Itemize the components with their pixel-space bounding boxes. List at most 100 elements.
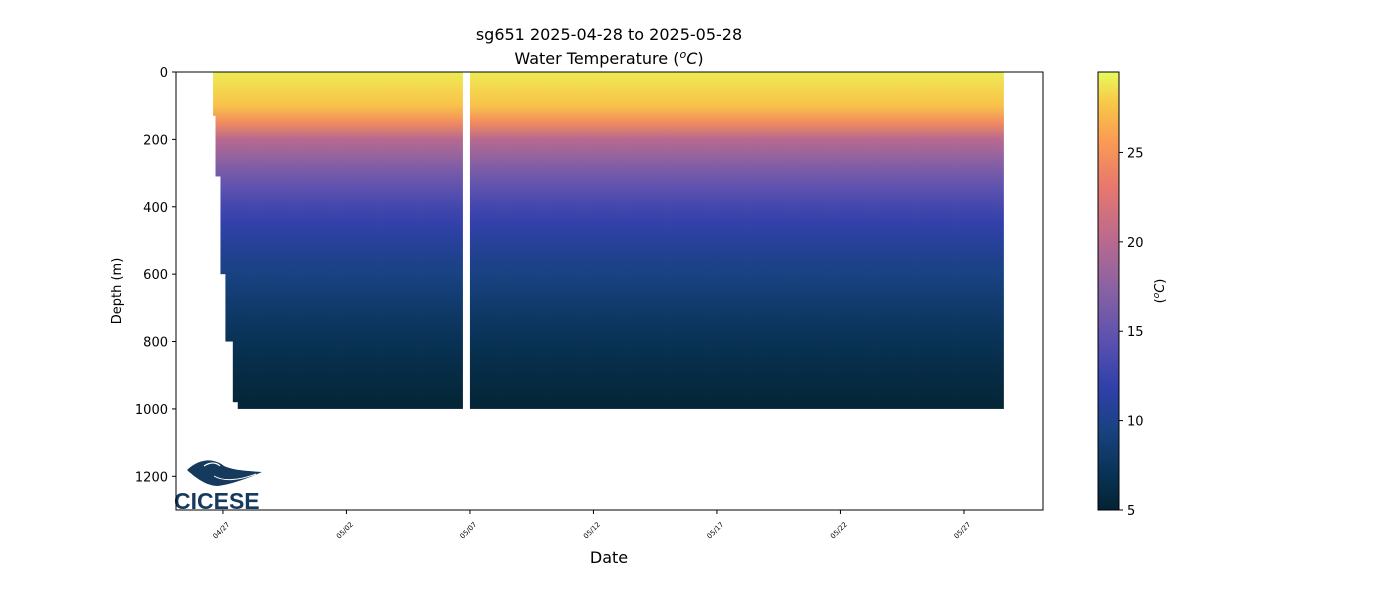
heatmap-column <box>637 72 641 409</box>
heatmap-column <box>830 72 834 409</box>
heatmap-column <box>912 72 915 409</box>
heatmap-column <box>299 72 303 409</box>
heatmap-column <box>907 72 911 409</box>
heatmap-column <box>371 72 375 409</box>
heatmap-column <box>751 72 755 409</box>
heatmap-column <box>741 72 745 409</box>
heatmap-column <box>712 72 715 409</box>
heatmap-column <box>366 72 370 409</box>
heatmap-column <box>936 72 940 409</box>
heatmap-column <box>279 72 283 409</box>
heatmap-column <box>329 72 333 409</box>
heatmap-column <box>914 72 918 409</box>
heatmap-column <box>704 72 708 409</box>
y-tick-label: 1000 <box>135 403 168 418</box>
heatmap-column <box>492 72 496 409</box>
heatmap-column <box>598 72 602 409</box>
heatmap-column <box>262 72 266 409</box>
heatmap-column <box>425 72 429 409</box>
heatmap-column <box>324 72 328 409</box>
heatmap-column <box>287 72 291 409</box>
x-tick-label: 05/07 <box>459 521 479 541</box>
heatmap-column <box>623 72 626 409</box>
heatmap-column <box>432 72 436 409</box>
heatmap-column <box>435 72 439 409</box>
heatmap-column <box>791 72 794 409</box>
heatmap-column <box>835 72 839 409</box>
colorbar-tick-label: 15 <box>1127 325 1144 340</box>
heatmap-column <box>860 72 864 409</box>
heatmap-column <box>227 72 231 342</box>
heatmap-column <box>647 72 651 409</box>
y-tick-label: 800 <box>143 336 168 351</box>
heatmap-column <box>828 72 831 409</box>
heatmap-column <box>899 72 903 409</box>
heatmap-column <box>773 72 777 409</box>
heatmap-column <box>341 72 345 409</box>
heatmap-column <box>744 72 747 409</box>
heatmap-column <box>919 72 923 409</box>
heatmap-column <box>726 72 730 409</box>
heatmap-column <box>620 72 624 409</box>
heatmap-column <box>615 72 619 409</box>
heatmap-column <box>348 72 352 409</box>
heatmap-column <box>823 72 827 409</box>
heatmap-column <box>761 72 765 409</box>
heatmap-column <box>541 72 545 409</box>
heatmap-column <box>603 72 607 409</box>
heatmap-column <box>213 72 216 116</box>
colorbar-tick-label: 5 <box>1127 504 1135 519</box>
heatmap-column <box>581 72 584 409</box>
heatmap-column <box>870 72 873 409</box>
heatmap-column <box>250 72 253 409</box>
x-tick-label: 05/17 <box>706 521 726 541</box>
heatmap-column <box>578 72 582 409</box>
heatmap-column <box>583 72 587 409</box>
heatmap-column <box>437 72 441 409</box>
heatmap-column <box>334 72 337 409</box>
heatmap-column <box>415 72 419 409</box>
heatmap-column <box>766 72 770 409</box>
heatmap-column <box>640 72 644 409</box>
heatmap-column <box>477 72 481 409</box>
heatmap-column <box>494 72 498 409</box>
heatmap-column <box>768 72 772 409</box>
heatmap-column <box>311 72 315 409</box>
heatmap-column <box>385 72 389 409</box>
heatmap-column <box>926 72 930 409</box>
heatmap-column <box>423 72 426 409</box>
heatmap-column <box>959 72 962 409</box>
heatmap-column <box>650 72 654 409</box>
heatmap-column <box>889 72 893 409</box>
heatmap-column <box>882 72 886 409</box>
heatmap-column <box>600 72 604 409</box>
heatmap-column <box>845 72 849 409</box>
heatmap-column <box>803 72 807 409</box>
heatmap-column <box>269 72 273 409</box>
heatmap-column <box>736 72 740 409</box>
heatmap-column <box>941 72 945 409</box>
heatmap-column <box>301 72 305 409</box>
heatmap-column <box>351 72 355 409</box>
heatmap-column <box>904 72 908 409</box>
heatmap-column <box>818 72 822 409</box>
heatmap-column <box>457 72 461 409</box>
heatmap-column <box>956 72 960 409</box>
heatmap-column <box>749 72 752 409</box>
heatmap-column <box>684 72 688 409</box>
heatmap-column <box>452 72 456 409</box>
heatmap-column <box>576 72 580 409</box>
heatmap-column <box>642 72 646 409</box>
heatmap-column <box>561 72 565 409</box>
heatmap-column <box>978 72 982 409</box>
x-tick-label: 05/22 <box>829 521 849 541</box>
heatmap-column <box>593 72 597 409</box>
heatmap-column <box>677 72 681 409</box>
heatmap-column <box>682 72 686 409</box>
colorbar-gradient <box>1097 71 1120 511</box>
heatmap-column <box>551 72 555 409</box>
colorbar-tick-label: 20 <box>1127 236 1144 251</box>
heatmap-column <box>986 72 990 409</box>
heatmap-column <box>408 72 412 409</box>
heatmap-column <box>447 72 451 409</box>
